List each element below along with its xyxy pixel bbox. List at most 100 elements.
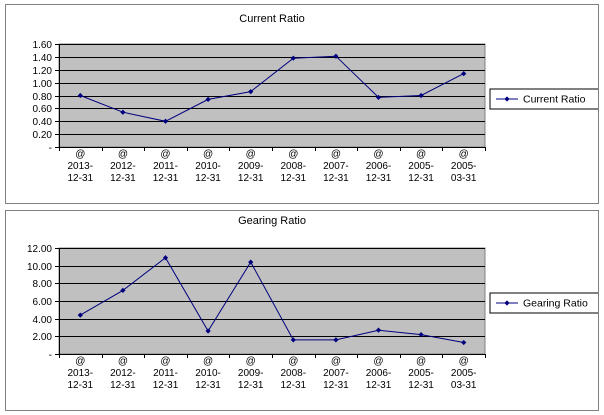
x-tick-label-line: 12-31: [68, 173, 94, 184]
x-tick-label-line: 2008-: [281, 161, 307, 172]
x-tick-label: @2012-12-31: [110, 149, 136, 184]
x-tick-label-line: 12-31: [408, 173, 434, 184]
legend-marker: [504, 96, 510, 102]
y-tick-label: 0.20: [33, 130, 53, 141]
x-tick-label: @2008-12-31: [281, 149, 307, 184]
data-point: [162, 118, 169, 124]
current-ratio-chart: Current Ratio - 0.20 0.40 0.60 0.80 1.00 1.20 1.…: [5, 4, 599, 204]
x-tick-label-line: @: [203, 149, 213, 160]
chart-title: Gearing Ratio: [238, 215, 306, 227]
x-tick-label-line: @: [246, 149, 256, 160]
data-point: [205, 96, 211, 102]
x-tick-label-line: 2013-: [68, 368, 94, 379]
y-tick-label: 0.80: [33, 92, 53, 103]
x-tick-label-line: @: [416, 356, 426, 367]
x-tick-label-line: 2005-: [451, 161, 477, 172]
x-tick-label-line: 12-31: [366, 173, 392, 184]
x-tick-label-line: 12-31: [238, 380, 264, 391]
x-tick-label-line: @: [246, 356, 256, 367]
gearing-ratio-chart: Gearing Ratio - 2.00 4.00 6.00 8.00 10.00 12.00…: [5, 210, 599, 411]
x-tick-label-line: 12-31: [323, 380, 349, 391]
data-point: [77, 92, 83, 99]
x-tick-label-line: 2005-: [451, 368, 477, 379]
x-tick-label-line: 12-31: [153, 173, 179, 184]
x-tick-label-line: 2011-: [153, 161, 178, 172]
data-point: [248, 89, 254, 95]
legend-marker: [504, 300, 510, 306]
x-tick-label-line: @: [160, 356, 170, 367]
y-tick-label: 1.00: [33, 79, 53, 90]
x-tick-label-line: @: [203, 356, 213, 367]
y-tick-label: 6.00: [33, 297, 53, 308]
x-tick-label-line: @: [75, 149, 85, 160]
y-tick-label: 2.00: [33, 332, 53, 343]
y-tick-label: 1.60: [33, 40, 53, 51]
x-tick-label-line: 12-31: [195, 380, 221, 391]
x-tick-label-line: 03-31: [451, 380, 477, 391]
x-tick-label-line: 2011-: [153, 368, 178, 379]
x-tick-label-line: 12-31: [238, 173, 264, 184]
legend-box: [489, 88, 598, 110]
x-tick-label-line: 2005-: [408, 368, 434, 379]
y-tick-label: -: [49, 143, 52, 154]
current-ratio-svg: Current Ratio - 0.20 0.40 0.600.80 1.00 1.20 1.…: [33, 13, 598, 184]
x-tick-label-line: 2005-: [408, 161, 434, 172]
y-tick-label: 10.00: [27, 262, 52, 273]
x-tick-label: @2009-12-31: [238, 356, 264, 391]
x-tick-label: @2013-12-31: [68, 356, 94, 391]
x-tick-label-line: 2009-: [238, 368, 264, 379]
series-line: [80, 55, 464, 122]
y-tick-label: 0.60: [33, 104, 53, 115]
x-tick-label: @2010-12-31: [195, 149, 221, 184]
data-point: [461, 71, 467, 77]
x-tick-label: @2011-12-31: [153, 149, 179, 184]
chart-title: Current Ratio: [239, 13, 304, 25]
x-tick-label: @2009-12-31: [238, 149, 264, 184]
x-tick-label-line: @: [160, 149, 170, 160]
x-tick-label: @2005-12-31: [408, 149, 434, 184]
data-point: [290, 55, 296, 61]
gearing-ratio-svg: Gearing Ratio - 2.00 4.00 6.00 8.00 10.00 12.00…: [27, 215, 598, 391]
x-tick-label-line: @: [288, 356, 298, 367]
x-tick-label-line: 12-31: [323, 173, 349, 184]
x-tick-label: @2005-03-31: [451, 356, 477, 391]
x-tick-label-line: @: [416, 149, 426, 160]
x-tick-label-line: @: [373, 149, 383, 160]
series-line: [80, 256, 464, 343]
data-point: [333, 337, 339, 343]
y-tick-label: 4.00: [33, 315, 53, 326]
x-tick-label-line: @: [288, 149, 298, 160]
x-tick-label-line: 2006-: [366, 161, 392, 172]
x-tick-label: @2010-12-31: [195, 356, 221, 391]
legend-label: Current Ratio: [523, 94, 586, 106]
x-tick-label-line: @: [118, 149, 128, 160]
x-tick-label-line: 2006-: [366, 368, 392, 379]
x-tick-label: @2006-12-31: [366, 356, 392, 391]
data-point: [418, 92, 424, 99]
x-tick-label-line: 2012-: [110, 161, 136, 172]
x-tick-label-line: @: [75, 356, 85, 367]
x-tick-label-line: 2008-: [281, 368, 307, 379]
x-tick-label: @2007-12-31: [323, 356, 349, 391]
x-tick-label-line: 12-31: [195, 173, 221, 184]
legend-label: Gearing Ratio: [523, 298, 588, 310]
x-tick-label-line: 12-31: [281, 380, 307, 391]
legend-box: [489, 292, 598, 314]
data-point: [290, 337, 296, 343]
x-tick-label-line: 03-31: [451, 173, 477, 184]
x-tick-label-line: @: [373, 356, 383, 367]
y-tick-label: 12.00: [27, 244, 52, 255]
x-tick-label-line: 2007-: [323, 368, 349, 379]
x-tick-label-line: 2010-: [195, 161, 221, 172]
x-tick-label-line: 2010-: [195, 368, 221, 379]
x-tick-label: @2006-12-31: [366, 149, 392, 184]
x-tick-label-line: @: [118, 356, 128, 367]
x-tick-label: @2007-12-31: [323, 149, 349, 184]
data-point: [461, 339, 467, 346]
x-tick-label: @2012-12-31: [110, 356, 136, 391]
data-point: [162, 255, 169, 261]
x-tick-label-line: @: [331, 356, 341, 367]
x-tick-label-line: 12-31: [366, 380, 392, 391]
x-tick-label-line: 2007-: [323, 161, 349, 172]
x-tick-label-line: 12-31: [110, 380, 136, 391]
